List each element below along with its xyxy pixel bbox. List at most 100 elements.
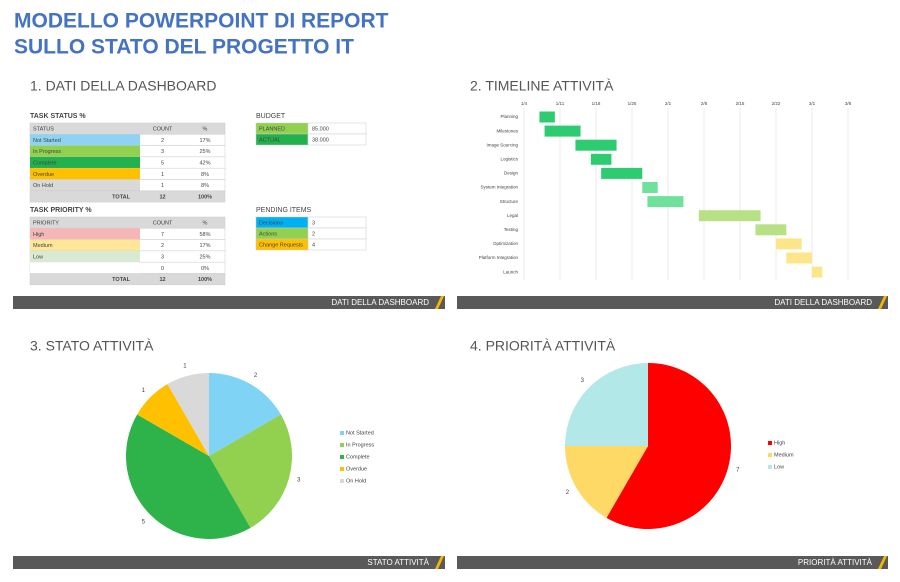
table-cell: COUNT [153,221,173,227]
footer-label: DATI DELLA DASHBOARD [774,298,872,307]
panel-heading: 3. STATO ATTIVITÀ [30,338,154,354]
pie-slice [606,363,731,529]
task-bar [575,139,617,151]
footer-label: PRIORITÀ ATTIVITÀ [798,558,873,567]
page-title: SULLO STATO DEL PROGETTO IT [14,36,354,59]
footer-accent [878,296,887,309]
legend-swatch [340,431,344,435]
table-cell: PRIORITY [33,221,59,227]
status-cell [30,239,140,251]
task-bar [601,167,643,179]
table-cell: 1 [161,183,164,189]
table-cell: Actions [259,231,277,237]
legend-label: Not Started [346,430,374,436]
legend-label: High [774,440,785,446]
legend-swatch [340,455,344,459]
table-cell: COUNT [153,127,173,133]
x-tick-label: 2/22 [772,101,781,106]
pie-slice [125,414,251,539]
table-cell: Low [33,255,43,261]
value-cell [307,133,367,146]
table-cell: 4 [312,242,315,248]
data-label: 7 [736,468,740,474]
table-cell: % [203,221,208,227]
table-cell: Overdue [33,172,54,178]
table-cell: 2 [161,243,164,249]
task-label: Design [504,171,519,176]
table-cell: TOTAL [112,277,130,283]
table-cell: On Hold [33,183,53,189]
table-cell: 2 [161,138,164,144]
table-cell: 42% [199,161,210,167]
table-cell: Complete [33,161,57,167]
table-cell: ACTUAL [259,137,281,143]
task-label: Legal [507,213,518,218]
x-tick-label: 3/8 [845,101,852,106]
status-cell [30,179,140,191]
footer-bar [457,556,888,569]
table-title: PENDING ITEMS [256,207,312,214]
status-cell [30,145,140,157]
x-tick-label: 1/18 [592,101,601,106]
table-cell: 5 [161,161,164,167]
footer-label: STATO ATTIVITÀ [367,558,429,567]
data-label: 5 [142,519,146,525]
table-cell: Medium [33,243,53,249]
task-label: Logistics [500,156,518,161]
task-label: Platform Integration [479,255,519,260]
task-bar [755,224,787,236]
data-label: 3 [581,378,585,384]
table-cell: 3 [312,220,315,226]
legend-swatch [340,467,344,471]
legend-swatch [768,453,772,457]
pie-slice [137,384,209,456]
data-label: 3 [297,478,301,484]
task-bar [776,238,802,250]
legend-label: Complete [346,454,370,460]
table-title: TASK STATUS % [30,113,86,120]
pie-slice [209,414,292,528]
value-cell [307,216,367,229]
legend-label: Low [774,464,784,470]
table-cell: STATUS [33,127,54,133]
table-row [29,190,226,203]
page-title: MODELLO POWERPOINT DI REPORT [14,10,389,33]
x-tick-label: 2/1 [665,101,672,106]
legend-label: On Hold [346,478,366,484]
table-cell: 25% [199,149,210,155]
table-title: BUDGET [256,113,286,120]
table-cell: 25% [199,255,210,261]
table-cell: 1 [161,172,164,178]
value-cell [307,238,367,251]
task-label: Launch [503,269,518,274]
table-cell: 0 [161,266,164,272]
task-label: Testing [504,227,519,232]
status-cell [30,168,140,180]
x-tick-label: 1/11 [556,101,565,106]
table-cell: % [203,127,208,133]
legend-swatch [340,443,344,447]
footer-bar [457,296,888,309]
table-cell: 85.000 [312,126,329,132]
data-label: 1 [142,388,146,394]
task-label: Image Sourcing [486,142,518,147]
table-cell: Not Started [33,138,61,144]
table-cell: 8% [201,183,209,189]
table-cell: 2 [312,231,315,237]
footer-bar [13,296,445,309]
table-cell: 100% [198,194,212,200]
task-label: System Integration [480,185,518,190]
data-label: 1 [183,364,187,370]
pie-slice [565,446,648,518]
table-cell: PLANNED [259,126,285,132]
task-bar [590,153,612,165]
status-cell [30,134,140,146]
task-bar [642,182,658,193]
pie-slice [209,373,281,456]
footer-accent [878,556,887,569]
table-cell: 58% [199,232,210,238]
table-cell: 12 [159,194,165,200]
table-cell: 0% [201,266,209,272]
table-cell: 12 [159,277,165,283]
